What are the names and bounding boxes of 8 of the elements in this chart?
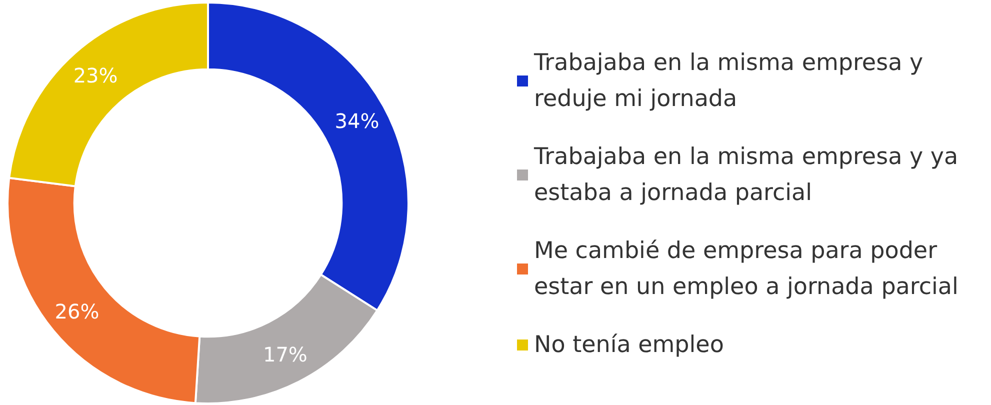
legend-label: Trabajaba en la misma empresa y ya estaba a jornada parcial <box>533 144 966 206</box>
legend-label: Trabajaba en la misma empresa y reduje mi jornada <box>533 50 930 112</box>
data-label: 17% <box>262 342 308 367</box>
data-label: 23% <box>73 63 118 88</box>
data-label: 34% <box>334 109 380 134</box>
legend-label: No tenía empleo <box>534 332 724 358</box>
data-label: 26% <box>54 299 100 324</box>
legend-label: Me cambié de empresa para poder estar en un empleo a jornada parcial <box>534 238 958 300</box>
